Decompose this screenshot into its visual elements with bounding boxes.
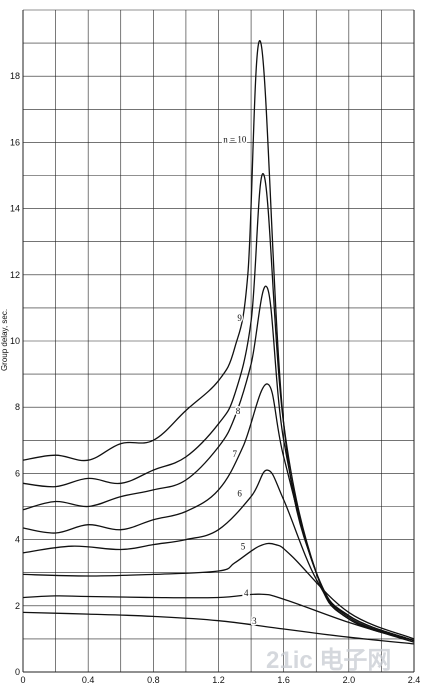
curve-label: 5 [241,542,246,552]
x-tick-label: 2.4 [408,675,421,685]
y-tick-label: 10 [10,336,20,346]
y-tick-label: 2 [15,601,20,611]
x-tick-label: 0.4 [82,675,95,685]
x-tick-label: 2.0 [343,675,356,685]
y-tick-label: 6 [15,468,20,478]
curve-label: 6 [237,489,242,499]
series-line [22,469,415,642]
series-line [22,593,415,643]
grid [22,9,415,673]
y-tick-label: 8 [15,402,20,412]
y-tick-label: 16 [10,137,20,147]
tick-labels: 0 0.4 0.8 1.2 1.6 2.0 2.4 0 2 4 6 8 10 12 14 16 18 [10,71,420,685]
curve-label: 8 [236,406,241,416]
curve-label: 4 [244,588,249,598]
curve-labels: n = 10 9 8 7 6 5 4 3 [222,133,259,628]
x-tick-label: 0.8 [147,675,160,685]
curve-label: 9 [237,313,242,323]
x-tick-label: 1.6 [277,675,290,685]
series-line [22,40,415,642]
series-line [22,611,415,645]
curve-label: 7 [233,449,238,459]
curves [22,40,415,645]
y-tick-label: 0 [15,667,20,677]
y-tick-label: 12 [10,270,20,280]
curve-label: 3 [252,616,257,626]
y-tick-label: 18 [10,71,20,81]
x-tick-label: 0 [20,675,25,685]
y-tick-label: 4 [15,535,20,545]
curve-label: n = 10 [223,134,247,144]
x-tick-label: 1.2 [212,675,225,685]
watermark: 21ic 电子网 [266,647,391,674]
y-axis-title: Group delay, sec. [0,309,9,371]
y-tick-label: 14 [10,204,20,214]
series-line [22,172,415,642]
